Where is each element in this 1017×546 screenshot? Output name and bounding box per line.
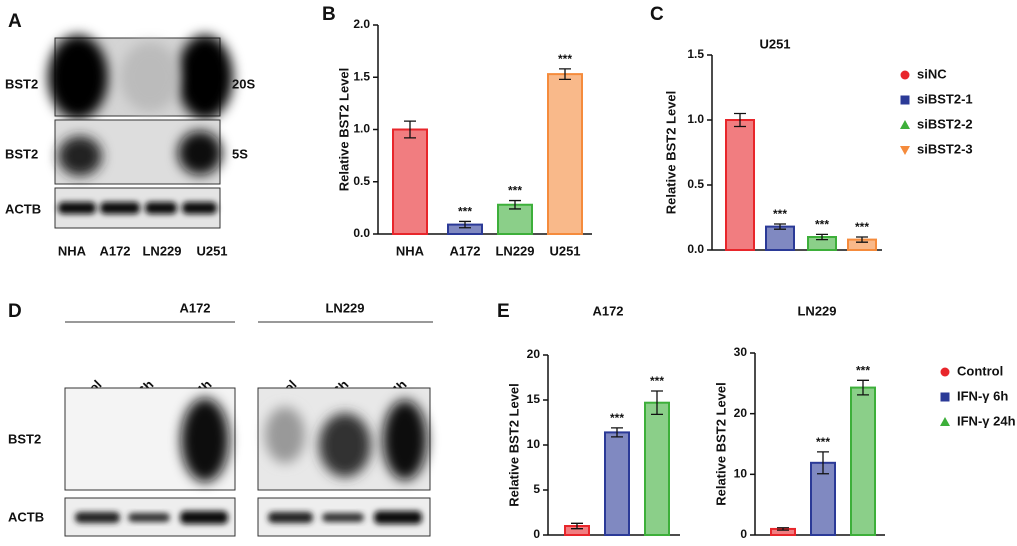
x-tick-label: U251 [549,243,580,258]
significance: *** [610,411,624,425]
bar [810,461,836,537]
panel-label: E [497,301,510,322]
error-bar [856,236,868,243]
lane-label: A172 [99,243,130,258]
exposure-label: 5S [232,146,248,161]
error-bar [611,427,623,438]
significance: *** [558,52,572,66]
error-bar [816,233,828,241]
y-tick-label: 0.5 [353,174,370,188]
legend-label: IFN-γ 6h [957,388,1008,403]
y-axis-label: Relative BST2 Level [713,382,728,506]
panel-label: A [8,11,22,32]
significance: *** [773,207,787,221]
error-bar [509,199,521,210]
row-label: BST2 [5,76,38,91]
error-bar [774,223,786,230]
significance: *** [458,205,472,219]
error-bar [857,379,869,396]
error-bar [817,451,829,475]
panel-label: D [8,301,22,322]
y-tick-label: 0.0 [687,242,704,256]
chart-title: U251 [759,36,790,51]
y-tick-label: 30 [734,345,748,359]
legend-marker [900,70,910,80]
legend-marker [940,392,950,402]
y-tick-label: 20 [527,347,541,361]
error-bar [777,527,789,531]
lane-label: U251 [196,243,227,258]
y-tick-label: 1.5 [353,69,370,83]
x-tick-label: A172 [449,243,480,258]
lane-label: NHA [58,243,87,258]
legend-marker [940,417,950,426]
lane-label: LN229 [142,243,181,258]
blot-d [64,387,431,537]
bar [725,119,755,251]
error-bar [571,522,583,530]
bar [392,128,428,235]
y-tick-label: 1.5 [687,47,704,61]
x-tick-label: NHA [396,243,425,258]
legend-label: Control [957,363,1003,378]
exposure-label: 20S [232,76,255,91]
y-axis-label: Relative BST2 Level [663,91,678,215]
y-tick-label: 10 [734,467,748,481]
y-tick-label: 1.0 [687,112,704,126]
row-label: BST2 [5,146,38,161]
legend-label: siNC [917,66,947,81]
significance: *** [650,374,664,388]
y-tick-label: 1.0 [353,122,370,136]
bar [547,73,583,235]
bar [644,401,670,537]
bar [604,431,630,536]
row-label: ACTB [5,201,41,216]
error-bar [404,120,416,139]
y-tick-label: 15 [527,392,541,406]
y-tick-label: 0 [533,527,540,541]
error-bar [651,390,663,416]
legend-marker [940,367,950,377]
y-tick-label: 5 [533,482,540,496]
legend-label: siBST2-1 [917,91,973,106]
panel-label: C [650,4,664,25]
legend-label: siBST2-2 [917,116,973,131]
y-tick-label: 0.0 [353,226,370,240]
y-tick-label: 10 [527,437,541,451]
y-tick-label: 0 [740,527,747,541]
legend-marker [900,120,910,129]
error-bar [459,220,471,229]
bar [850,386,876,536]
significance: *** [855,220,869,234]
legend-marker [900,95,910,105]
significance: *** [815,218,829,232]
significance: *** [508,184,522,198]
chart-title: A172 [592,303,623,318]
group-label: LN229 [325,300,364,315]
y-tick-label: 0.5 [687,177,704,191]
row-label: ACTB [8,509,44,524]
panel-label: B [322,4,336,25]
y-tick-label: 20 [734,406,748,420]
bar [765,225,795,252]
significance: *** [816,435,830,449]
y-axis-label: Relative BST2 Level [506,383,521,507]
legend-marker [900,146,910,155]
y-tick-label: 2.0 [353,17,370,31]
y-axis-label: Relative BST2 Level [336,68,351,192]
row-label: BST2 [8,431,41,446]
error-bar [559,68,571,80]
significance: *** [856,363,870,377]
error-bar [734,112,746,128]
group-label: A172 [179,300,210,315]
x-tick-label: LN229 [495,243,534,258]
legend-label: siBST2-3 [917,141,973,156]
chart-title: LN229 [797,303,836,318]
blot-a [48,35,233,229]
legend-label: IFN-γ 24h [957,413,1016,428]
